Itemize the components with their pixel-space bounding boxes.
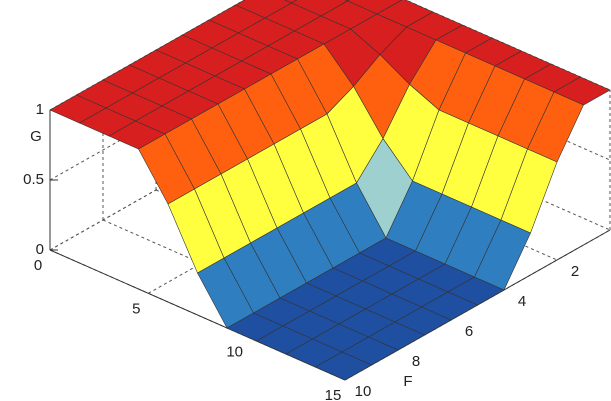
z-tick-label: 0.5 [23,171,44,188]
z-axis-label: G [30,128,42,145]
x-tick-label: 5 [132,300,140,317]
y-tick-label: 10 [355,383,372,400]
z-tick-label: 0 [36,241,44,258]
y-axis-label: F [403,373,412,390]
z-tick-label: 1 [36,101,44,118]
y-tick-label: 8 [412,353,420,370]
y-tick-label: 6 [465,323,473,340]
y-tick-label: 4 [518,293,526,310]
x-tick-label: 15 [325,387,342,401]
y-tick-label: 2 [571,263,579,280]
surface-patch [314,351,373,381]
x-tick-label: 0 [34,257,42,274]
x-tick-label: 10 [226,344,243,361]
